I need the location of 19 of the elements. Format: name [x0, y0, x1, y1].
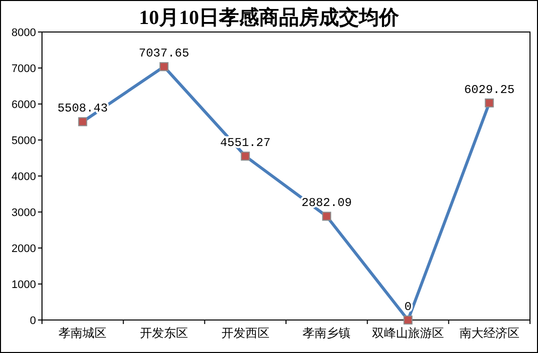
- chart-title: 10月10日孝感商品房成交均价: [139, 6, 400, 29]
- y-tick-label: 4000: [12, 171, 36, 183]
- data-label: 0: [404, 300, 412, 314]
- y-tick-label: 5000: [12, 135, 36, 147]
- y-tick-label: 8000: [12, 27, 36, 39]
- x-tick-label: 南大经济区: [459, 326, 520, 340]
- x-tick-label: 开发东区: [140, 326, 188, 340]
- x-tick-label: 双峰山旅游区: [372, 326, 444, 340]
- x-tick-label: 开发西区: [221, 326, 270, 340]
- y-tick-label: 1000: [12, 279, 36, 291]
- y-tick-label: 0: [30, 315, 36, 327]
- y-tick-label: 2000: [12, 243, 36, 255]
- y-tick-label: 7000: [12, 63, 36, 75]
- x-tick-label: 孝南城区: [58, 326, 107, 340]
- data-label: 6029.25: [464, 82, 515, 97]
- x-tick-label: 孝南乡镇: [302, 326, 351, 340]
- data-label: 7037.65: [138, 46, 190, 61]
- y-tick-label: 3000: [12, 207, 36, 219]
- y-tick-label: 6000: [12, 99, 36, 111]
